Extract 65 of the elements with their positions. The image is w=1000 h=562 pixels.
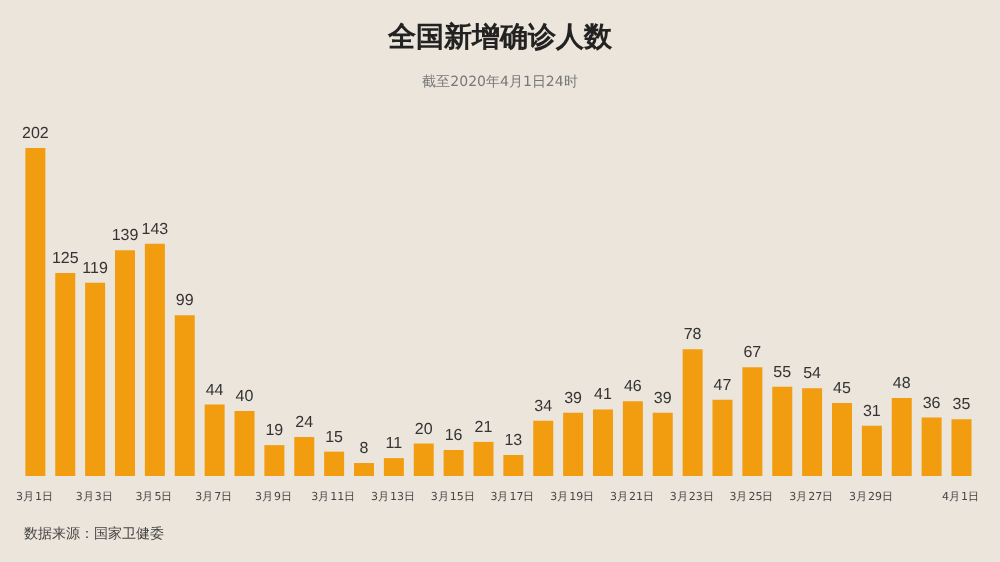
data-label: 139 bbox=[111, 226, 140, 245]
data-label: 54 bbox=[803, 364, 823, 383]
data-label: 47 bbox=[713, 375, 733, 394]
data-label: 21 bbox=[474, 417, 494, 436]
data-label: 40 bbox=[235, 387, 255, 406]
bar bbox=[85, 282, 106, 476]
bar bbox=[383, 458, 404, 476]
bar bbox=[652, 412, 673, 476]
data-label: 8 bbox=[359, 439, 370, 458]
data-label: 35 bbox=[952, 395, 972, 414]
data-label: 15 bbox=[325, 427, 345, 446]
bar bbox=[25, 148, 46, 476]
data-label: 39 bbox=[653, 388, 673, 407]
bar bbox=[563, 412, 584, 476]
data-label: 143 bbox=[141, 219, 170, 238]
bar bbox=[473, 441, 494, 476]
data-label: 19 bbox=[265, 421, 285, 440]
data-label: 16 bbox=[444, 426, 464, 445]
bar bbox=[802, 388, 823, 476]
data-label: 46 bbox=[623, 377, 643, 396]
bar bbox=[921, 417, 942, 476]
bar bbox=[891, 398, 912, 476]
bar bbox=[324, 451, 345, 476]
bar bbox=[593, 409, 613, 476]
bar bbox=[294, 437, 315, 476]
data-label: 31 bbox=[862, 401, 882, 420]
data-label: 55 bbox=[773, 362, 793, 381]
bar bbox=[861, 425, 882, 476]
bar bbox=[413, 443, 434, 476]
data-label: 125 bbox=[51, 249, 80, 268]
data-label: 48 bbox=[892, 374, 912, 393]
bar bbox=[772, 386, 793, 476]
bar bbox=[682, 349, 703, 476]
bar bbox=[503, 454, 524, 476]
bar bbox=[144, 243, 165, 476]
data-label: 202 bbox=[22, 124, 50, 142]
bar bbox=[264, 445, 285, 476]
data-label: 119 bbox=[82, 258, 109, 277]
bar bbox=[354, 463, 374, 476]
bar bbox=[204, 404, 225, 476]
data-label: 39 bbox=[564, 388, 584, 407]
bar bbox=[234, 411, 255, 476]
data-label: 67 bbox=[743, 343, 763, 362]
bar bbox=[533, 420, 554, 476]
bar bbox=[174, 315, 195, 476]
bar bbox=[55, 273, 76, 476]
data-label: 24 bbox=[295, 413, 315, 432]
data-label: 41 bbox=[594, 385, 613, 404]
data-label: 11 bbox=[385, 434, 404, 453]
data-label: 20 bbox=[414, 419, 434, 438]
bar bbox=[115, 250, 135, 476]
bar bbox=[443, 450, 464, 476]
bar bbox=[951, 419, 972, 476]
data-label: 99 bbox=[175, 291, 195, 310]
bar bbox=[832, 402, 852, 476]
data-label: 13 bbox=[504, 430, 524, 449]
bar bbox=[712, 399, 733, 476]
chart-title: 全国新增确诊人数 bbox=[386, 20, 614, 56]
bar bbox=[742, 367, 763, 476]
data-label: 45 bbox=[833, 378, 852, 397]
data-label: 34 bbox=[534, 396, 554, 415]
data-label: 36 bbox=[922, 393, 942, 412]
data-label: 78 bbox=[683, 325, 703, 344]
bar bbox=[622, 401, 643, 476]
data-label: 44 bbox=[205, 380, 225, 399]
